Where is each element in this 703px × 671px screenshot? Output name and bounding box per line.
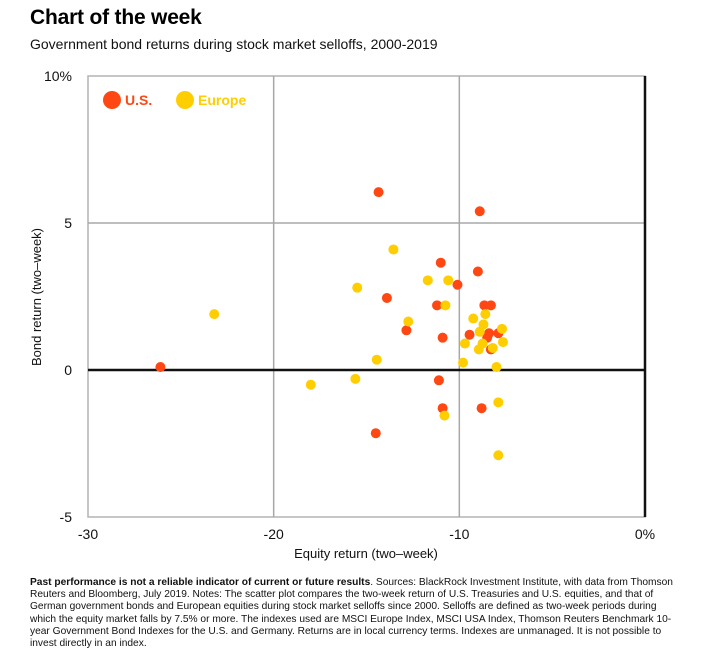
data-point-europe [458,357,469,368]
data-point-europe [439,410,450,421]
data-point-us [381,292,392,303]
data-point-europe [491,362,502,373]
legend-label-europe: Europe [198,92,246,108]
data-point-europe [473,344,484,355]
data-point-us [464,329,475,340]
data-point-us [435,257,446,268]
data-point-europe [497,323,508,334]
y-tick-label: 5 [64,215,72,231]
data-point-europe [493,450,504,461]
data-point-us [432,300,443,311]
data-point-europe [493,397,504,408]
x-tick-label: -30 [78,526,98,542]
data-point-us [437,332,448,343]
legend-marker-europe [176,91,194,109]
data-point-europe [487,342,498,353]
x-tick-label: -20 [264,526,284,542]
data-point-europe [352,282,363,293]
x-tick-label: -10 [449,526,469,542]
y-tick-label: 0 [64,362,72,378]
data-point-us [485,300,496,311]
footnote-text: . Sources: BlackRock Investment Institut… [30,577,673,650]
legend-marker-us [103,91,121,109]
y-axis-label: Bond return (two–week) [29,228,44,366]
data-point-europe [388,244,399,255]
y-tick-label: 10% [44,68,72,84]
data-point-us [452,279,463,290]
data-point-us [373,187,384,198]
legend-label-us: U.S. [125,92,152,108]
axes [88,76,647,517]
data-point-europe [443,275,454,286]
data-point-europe [440,300,451,311]
footnote: Past performance is not a reliable indic… [30,577,680,650]
x-axis-label: Equity return (two–week) [294,546,438,561]
data-point-us [370,428,381,439]
data-point-europe [209,309,220,320]
data-point-europe [474,326,485,337]
data-point-europe [305,379,316,390]
data-point-us [472,266,483,277]
data-point-europe [480,309,491,320]
data-point-us [474,206,485,217]
data-point-europe [497,337,508,348]
data-point-us [476,403,487,414]
chart-title: Chart of the week [30,6,202,29]
data-point-us [401,325,412,336]
data-point-europe [403,316,414,327]
x-tick-label: 0% [635,526,655,542]
data-point-us [433,375,444,386]
chart-subtitle: Government bond returns during stock mar… [30,36,438,52]
data-point-europe [371,354,382,365]
data-point-europe [468,313,479,324]
footnote-disclaimer: Past performance is not a reliable indic… [30,577,371,588]
data-point-us [155,362,166,373]
data-points [155,187,508,461]
tick-labels: -30 -20 -10 0% -5 0 5 10% [44,68,655,542]
scatter-chart: -30 -20 -10 0% -5 0 5 10% U.S. Europe Equity ret… [29,68,655,561]
data-point-europe [459,338,470,349]
plot-frame [87,75,646,518]
grid-lines [87,75,646,518]
y-tick-label: -5 [60,509,73,525]
legend: U.S. Europe [103,91,246,109]
data-point-europe [422,275,433,286]
data-point-europe [350,373,361,384]
